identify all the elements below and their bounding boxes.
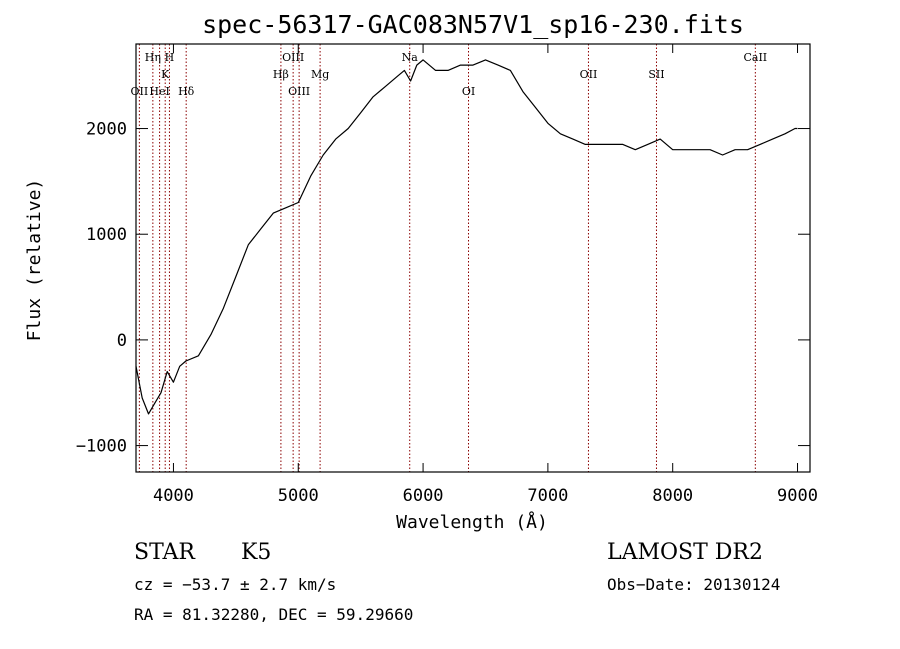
obs-date: Obs−Date: 20130124	[607, 575, 780, 594]
line-marker-label-5: Hδ	[178, 85, 195, 98]
x-axis-ticks: 4000 5000 6000 7000 8000 9000	[153, 44, 818, 506]
line-marker-label-6: OIII	[282, 51, 304, 64]
spectral-line-markers	[138, 44, 756, 472]
y-tick-label-0: −1000	[76, 437, 127, 457]
y-axis-ticks: −1000 0 1000 2000	[76, 120, 810, 457]
line-marker-label-8: OIII	[288, 85, 310, 98]
line-marker-label-13: SII	[648, 68, 664, 81]
line-marker-label-12: OII	[580, 68, 598, 81]
plot-frame	[135, 43, 811, 473]
spectrum-series	[135, 59, 798, 415]
object-subclass: K5	[241, 540, 271, 565]
coordinates: RA = 81.32280, DEC = 59.29660	[134, 605, 413, 624]
line-marker-label-7: Hβ	[273, 68, 289, 81]
x-tick-label-3: 7000	[527, 486, 568, 506]
chart-title: spec-56317-GAC083N57V1_sp16-230.fits	[202, 10, 744, 39]
object-class: STAR	[134, 540, 196, 565]
y-tick-label-1: 0	[117, 331, 127, 351]
line-marker-label-0: Hη	[145, 51, 161, 64]
line-marker-label-3: OII	[131, 85, 149, 98]
y-tick-label-2: 1000	[86, 225, 127, 245]
line-marker-label-14: CaII	[743, 51, 767, 64]
line-marker-label-9: Mg	[311, 68, 329, 81]
x-tick-label-2: 6000	[403, 486, 444, 506]
x-tick-label-1: 5000	[278, 486, 319, 506]
x-tick-label-5: 9000	[777, 486, 818, 506]
x-tick-label-4: 8000	[652, 486, 693, 506]
x-axis-label: Wavelength (Å)	[396, 511, 548, 533]
line-marker-label-10: Na	[402, 51, 419, 64]
y-axis-label: Flux (relative)	[24, 179, 45, 342]
line-marker-label-11: OI	[462, 85, 475, 98]
line-marker-label-2: K	[161, 68, 170, 81]
x-tick-label-0: 4000	[153, 486, 194, 506]
line-marker-label-1: H	[165, 51, 175, 64]
redshift-readout: cz = −53.7 ± 2.7 km/s	[134, 575, 336, 594]
line-marker-label-4: HeI	[149, 85, 169, 98]
survey-name: LAMOST DR2	[607, 540, 763, 565]
spectrum-line-0	[135, 59, 798, 415]
y-tick-label-3: 2000	[86, 120, 127, 140]
